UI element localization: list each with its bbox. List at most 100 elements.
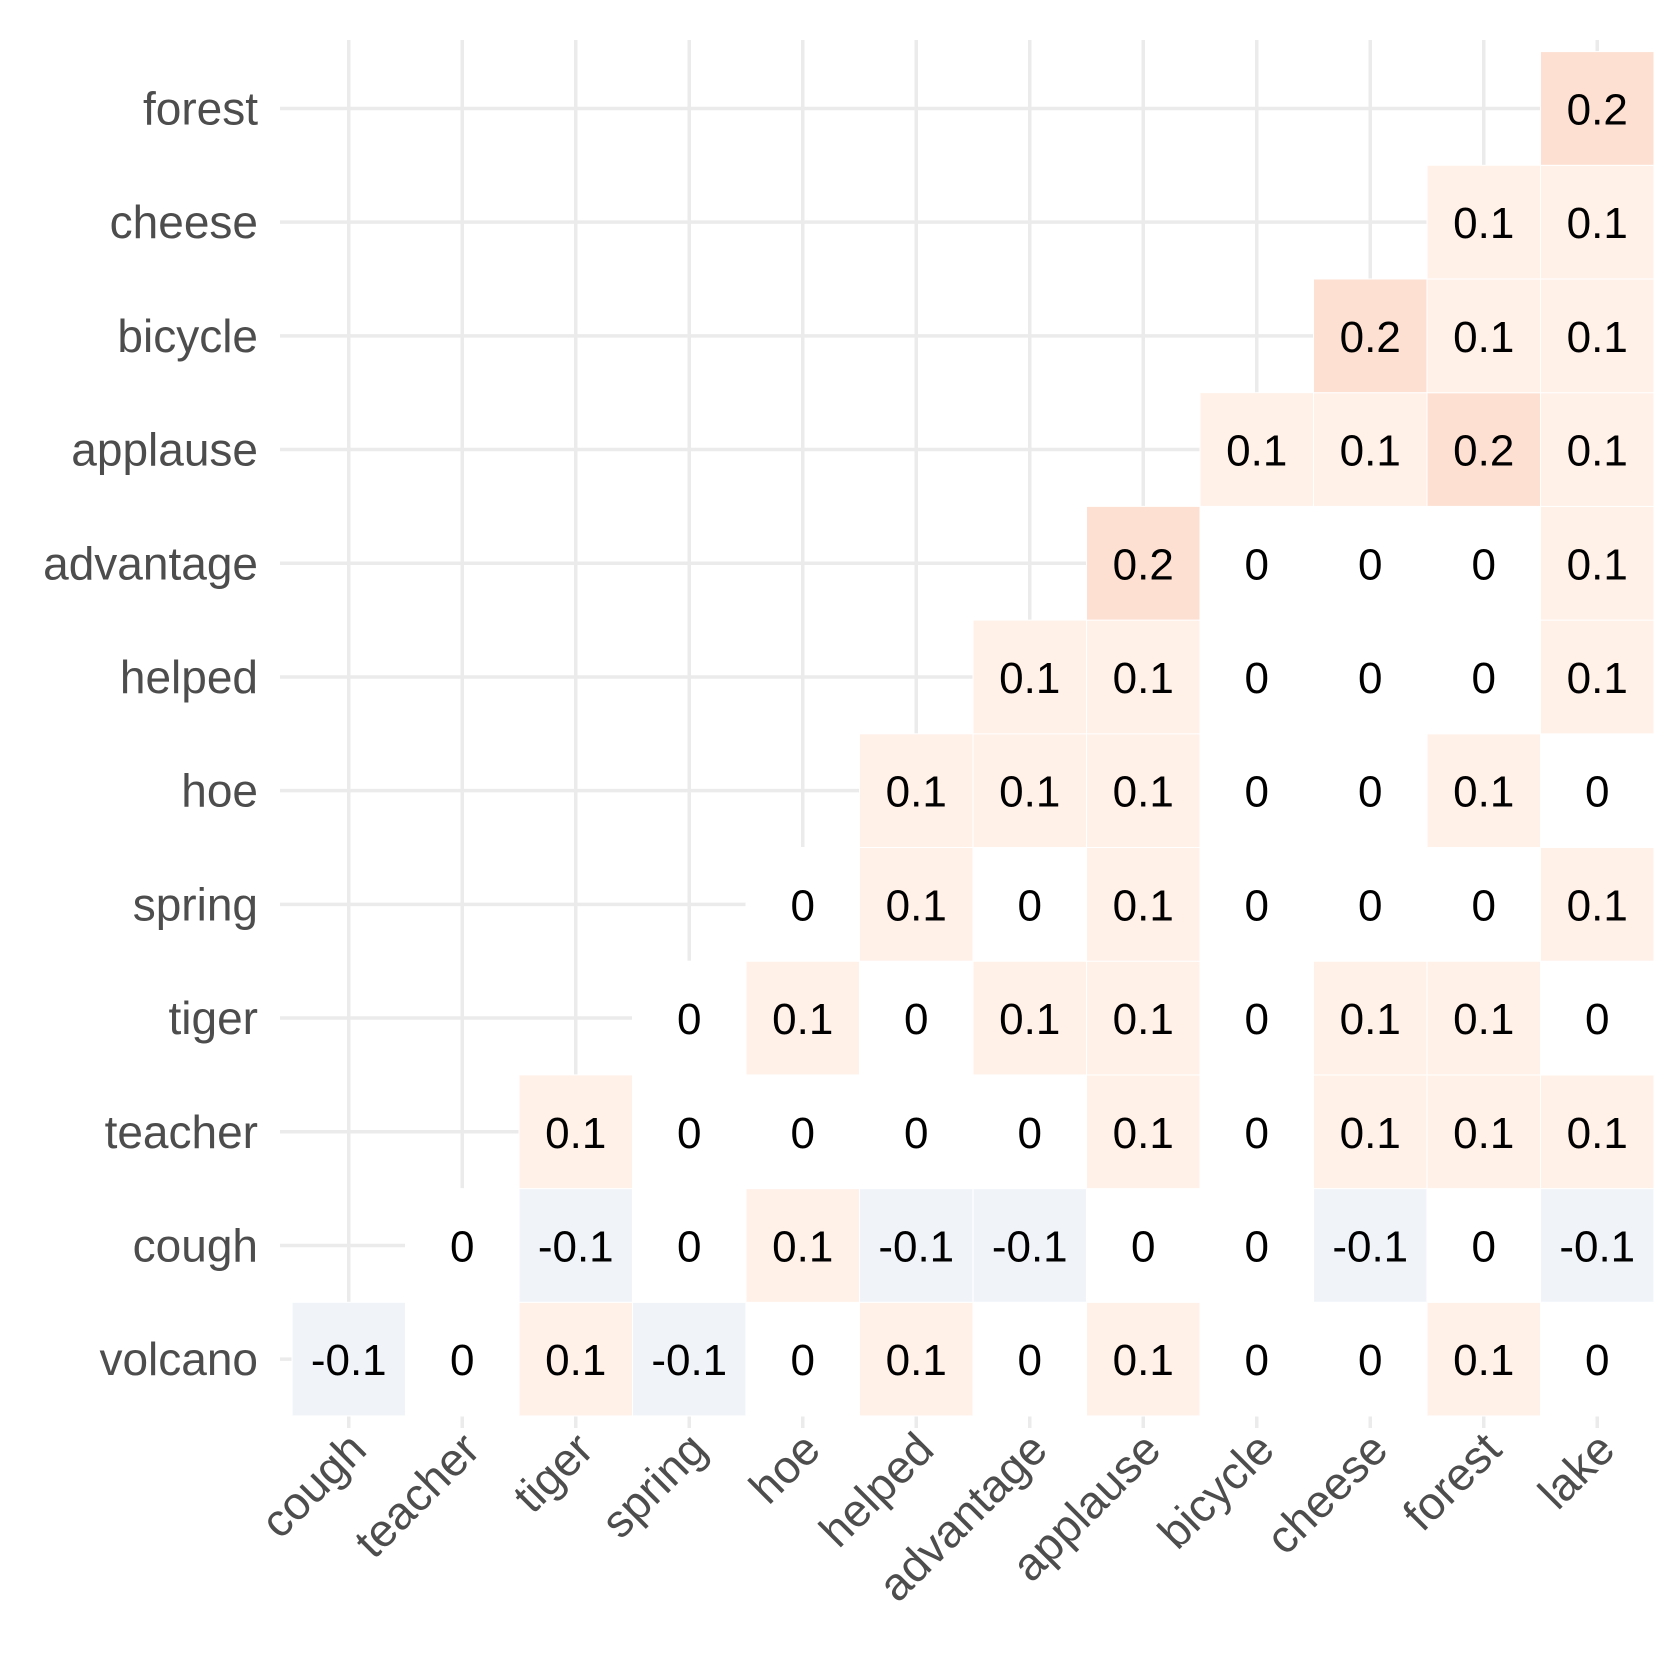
cell-value-label: 0	[791, 1336, 815, 1385]
cell-value-label: 0.2	[1340, 313, 1401, 362]
cell-value-label: 0.1	[1340, 1109, 1401, 1158]
heatmap-cell	[632, 960, 747, 1076]
heatmap-cell	[1086, 619, 1201, 735]
cell-value-label: 0	[1358, 654, 1382, 703]
cell-value-label: 0.1	[1453, 313, 1514, 362]
heatmap-cell	[1540, 505, 1655, 621]
heatmap-cell	[1199, 505, 1314, 621]
cell-value-label: -0.1	[878, 1222, 954, 1271]
cell-value-label: 0	[1245, 995, 1269, 1044]
y-tick-label: advantage	[43, 537, 258, 589]
cell-value-label: 0	[904, 1109, 928, 1158]
cell-value-label: 0	[450, 1336, 474, 1385]
y-tick-label: bicycle	[117, 310, 258, 362]
value-label-layer: -0.1 0 0.1 -0.1 0 0.1 0 0.1 0 0 0.1 00 -0.1 0 0.1 -0.1-…	[311, 85, 1635, 1385]
cell-value-label: 0.1	[1567, 881, 1628, 930]
cell-value-label: 0.1	[1453, 995, 1514, 1044]
heatmap-cell	[859, 733, 974, 848]
heatmap-cell	[518, 1074, 633, 1190]
cell-value-label: 0	[1245, 881, 1269, 930]
cell-value-label: 0	[1472, 881, 1496, 930]
x-tick-label: teacher	[344, 1422, 489, 1567]
heatmap-cell	[1540, 51, 1655, 166]
cell-value-label: 0.1	[1453, 1336, 1514, 1385]
heatmap-cell	[1313, 847, 1428, 962]
cell-value-label: 0.1	[772, 1222, 833, 1271]
cell-value-label: 0	[904, 995, 928, 1044]
cell-value-label: 0	[1358, 768, 1382, 817]
cell-value-label: 0	[1585, 995, 1609, 1044]
heatmap-cell	[1540, 960, 1655, 1076]
cell-value-label: 0.1	[886, 881, 947, 930]
heatmap-cell	[1313, 1074, 1428, 1190]
heatmap-cell	[745, 1188, 860, 1303]
heatmap-cell	[1426, 733, 1541, 848]
cell-value-label: 0.1	[999, 768, 1060, 817]
cell-value-label: -0.1	[992, 1222, 1068, 1271]
cell-value-label: 0.2	[1113, 540, 1174, 589]
cell-value-label: 0	[1358, 881, 1382, 930]
x-tick-label: tiger	[503, 1422, 603, 1522]
heatmap-cell	[972, 733, 1087, 848]
cell-value-label: 0	[677, 1109, 701, 1158]
cell-value-label: 0.1	[772, 995, 833, 1044]
heatmap-cell	[1313, 505, 1428, 621]
heatmap-cell	[972, 619, 1087, 735]
heatmap-cell	[1540, 278, 1655, 394]
heatmap-cell	[1199, 392, 1314, 507]
cell-value-label: 0	[677, 995, 701, 1044]
heatmap-cell	[1426, 1188, 1541, 1303]
cell-value-label: 0.1	[545, 1336, 606, 1385]
heatmap-cell	[1313, 1301, 1428, 1417]
cell-value-label: 0.1	[999, 995, 1060, 1044]
heatmap-cell	[1086, 1074, 1201, 1190]
heatmap-cell	[745, 847, 860, 962]
x-tick-label: bicycle	[1148, 1422, 1284, 1558]
heatmap-cell	[1199, 960, 1314, 1076]
heatmap-cell	[632, 1301, 747, 1417]
heatmap-cell	[1540, 1074, 1655, 1190]
y-tick-label: volcano	[99, 1333, 258, 1385]
cell-value-label: 0	[791, 881, 815, 930]
heatmap-cell	[972, 1301, 1087, 1417]
cell-value-label: 0	[1358, 1336, 1382, 1385]
heatmap-cell	[1540, 847, 1655, 962]
cell-value-label: -0.1	[538, 1222, 614, 1271]
cell-value-label: 0	[1585, 1336, 1609, 1385]
heatmap-cell	[972, 847, 1087, 962]
cell-value-label: 0	[1472, 1222, 1496, 1271]
cell-value-label: 0	[1245, 1109, 1269, 1158]
cell-value-label: 0.1	[1113, 881, 1174, 930]
heatmap-cell	[1086, 733, 1201, 848]
cell-value-label: 0.1	[1567, 654, 1628, 703]
cell-value-label: 0	[1472, 540, 1496, 589]
cell-value-label: 0.1	[1567, 1109, 1628, 1158]
y-axis: volcano cough teacher tiger spring hoe helped a…	[43, 82, 258, 1385]
cell-value-label: 0	[1472, 654, 1496, 703]
cell-value-label: 0	[450, 1222, 474, 1271]
cell-value-label: 0.2	[1453, 427, 1514, 476]
y-tick-label: spring	[133, 878, 258, 930]
x-tick-label: hoe	[739, 1422, 830, 1513]
heatmap-cell	[1426, 1301, 1541, 1417]
cell-value-label: 0.1	[1226, 427, 1287, 476]
cell-value-label: 0	[677, 1222, 701, 1271]
cell-value-label: 0	[791, 1109, 815, 1158]
heatmap-cell	[972, 1074, 1087, 1190]
heatmap-cell	[632, 1188, 747, 1303]
heatmap-cell	[1540, 164, 1655, 280]
cell-value-label: 0.1	[1567, 427, 1628, 476]
x-tick-label: cheese	[1256, 1422, 1398, 1564]
cell-value-label: 0.1	[1453, 768, 1514, 817]
cell-value-label: 0.1	[1453, 199, 1514, 248]
y-tick-label: helped	[120, 651, 258, 703]
heatmap-cell	[1086, 1188, 1201, 1303]
heatmap-cell	[1086, 847, 1201, 962]
cell-value-label: 0.1	[1567, 540, 1628, 589]
y-tick-label: forest	[143, 82, 258, 134]
cell-value-label: 0	[1018, 1109, 1042, 1158]
heatmap-cell	[1199, 847, 1314, 962]
y-tick-label: cheese	[110, 196, 258, 248]
heatmap-cell	[405, 1301, 520, 1417]
